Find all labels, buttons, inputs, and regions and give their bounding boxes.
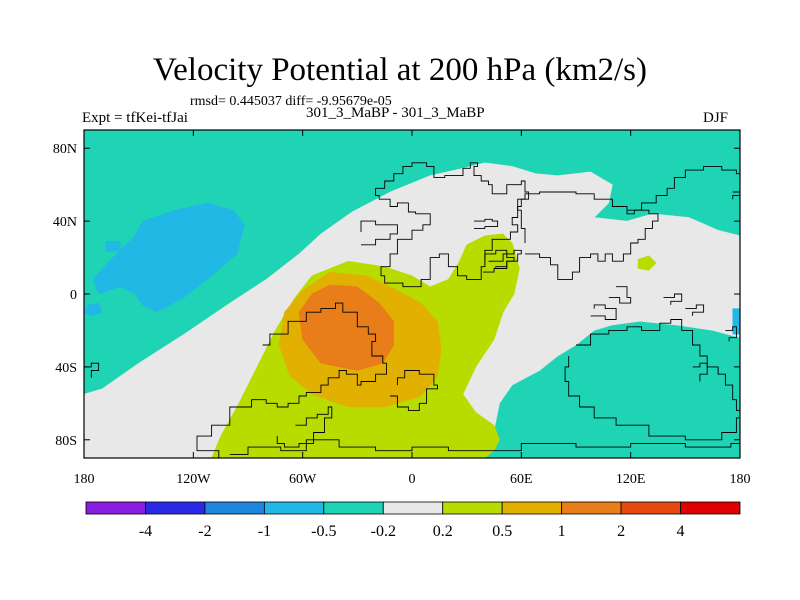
coastline-0 [375, 162, 530, 288]
region-green-patch-dot [637, 255, 657, 271]
coastline-10 [608, 286, 632, 304]
coastline-7 [229, 439, 740, 455]
colorbar-box-0 [85, 501, 146, 515]
coastline-18 [685, 304, 705, 316]
region-blue-patch-pacific [92, 202, 245, 313]
colorbar-label-2: -1 [258, 523, 271, 540]
x-tick-label-4: 60E [510, 472, 533, 487]
colorbar-box-6 [442, 501, 503, 515]
coastline-layer [84, 162, 740, 458]
difference-label: 301_3_MaBP - 301_3_MaBP [306, 105, 485, 121]
coastline-17 [725, 326, 737, 342]
colorbar-label-1: -2 [198, 523, 211, 540]
colorbar-label-9: 4 [677, 523, 685, 540]
colorbar: -4 -2 -1 -0.5 -0.2 0.2 0.5 1 2 4 [85, 501, 741, 540]
contour-fill-layer [84, 130, 740, 458]
coastline-11 [590, 304, 617, 320]
coastline-4 [196, 302, 387, 458]
y-tick-label-0: 80N [53, 142, 77, 157]
colorbar-box-8 [561, 501, 622, 515]
colorbar-box-1 [145, 501, 206, 515]
colorbar-label-0: -4 [139, 523, 152, 540]
y-tick-label-1: 40N [53, 215, 77, 230]
coastline-8 [517, 191, 659, 280]
colorbar-box-9 [620, 501, 681, 515]
coastline-2 [483, 249, 515, 273]
x-tick-label-5: 120E [616, 472, 646, 487]
coastline-1 [474, 218, 499, 229]
x-tick-label-6: 180 [730, 472, 751, 487]
x-tick-label-2: 60W [289, 472, 317, 487]
coastline-9 [488, 249, 522, 269]
coastline-16 [84, 362, 100, 378]
experiment-label: Expt = tfKei-tfJai [82, 110, 188, 126]
coastline-13 [692, 362, 708, 382]
colorbar-box-4 [323, 501, 384, 515]
y-tick-label-3: 40S [55, 361, 77, 376]
colorbar-box-3 [263, 501, 325, 515]
colorbar-box-7 [501, 501, 563, 515]
region-dark-orange-patch [298, 284, 395, 371]
x-tick-label-1: 120W [176, 472, 211, 487]
colorbar-label-3: -0.5 [311, 523, 336, 540]
colorbar-label-7: 1 [558, 523, 566, 540]
axis-ticks: 180 120W 60W 0 60E 120E 180 80N 40N 0 40S 80S [53, 130, 751, 487]
coastline-6 [390, 370, 438, 412]
colorbar-box-2 [204, 501, 265, 515]
colorbar-label-8: 2 [617, 523, 625, 540]
coastline-5 [276, 406, 333, 448]
coastline-15 [732, 188, 740, 200]
x-tick-label-0: 180 [74, 472, 95, 487]
y-tick-label-2: 0 [70, 288, 77, 303]
colorbar-label-6: 0.5 [492, 523, 512, 540]
colorbar-label-4: -0.2 [371, 523, 396, 540]
chart-title: Velocity Potential at 200 hPa (km2/s) [152, 52, 648, 88]
coastline-14 [627, 165, 740, 211]
season-label: DJF [703, 110, 729, 126]
rmsd-label: rmsd= 0.445037 diff= -9.95679e-05 [190, 94, 392, 109]
colorbar-box-10 [680, 501, 741, 515]
coastline-12 [564, 319, 740, 441]
colorbar-label-5: 0.2 [433, 523, 453, 540]
region-blue-patch-northwest [105, 240, 121, 253]
y-tick-label-4: 80S [55, 434, 77, 449]
colorbar-box-5 [382, 501, 444, 515]
x-tick-label-3: 0 [409, 472, 416, 487]
coastline-3 [360, 220, 398, 246]
coastline-19 [663, 293, 683, 305]
region-blue-patch-east [732, 308, 740, 335]
